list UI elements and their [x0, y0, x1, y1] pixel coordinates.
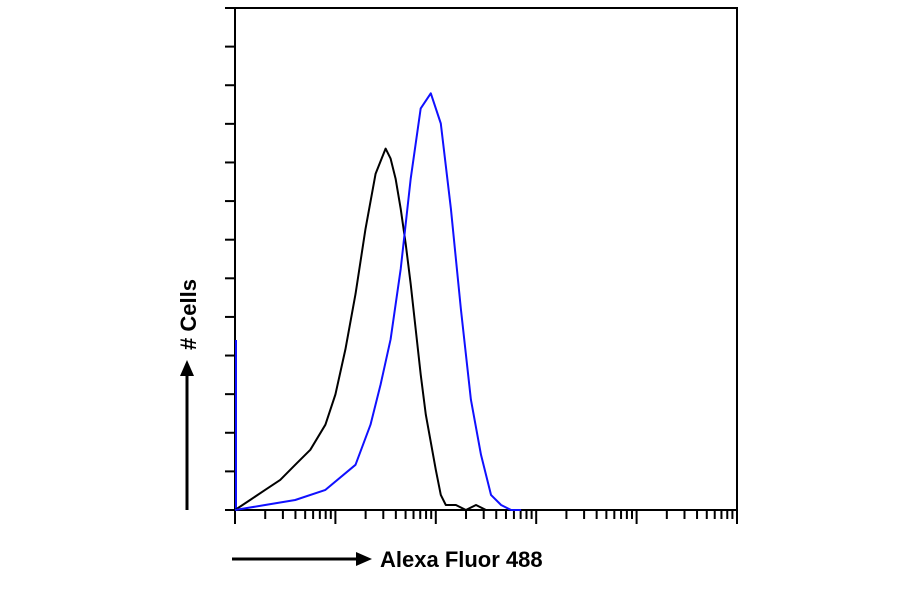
x-arrow-head — [356, 552, 372, 566]
series-layer — [234, 92, 522, 511]
plot-frame — [234, 7, 738, 511]
axis-arrows — [180, 360, 372, 566]
y-arrow-head — [180, 360, 194, 376]
x-axis-ticks — [234, 510, 738, 524]
x-axis-label: Alexa Fluor 488 — [380, 547, 543, 572]
y-axis-label: # Cells — [176, 279, 201, 350]
histogram-series-2 — [234, 92, 522, 511]
histogram-series-1 — [234, 147, 517, 511]
plot-border — [234, 7, 738, 511]
y-axis-ticks — [225, 7, 235, 511]
